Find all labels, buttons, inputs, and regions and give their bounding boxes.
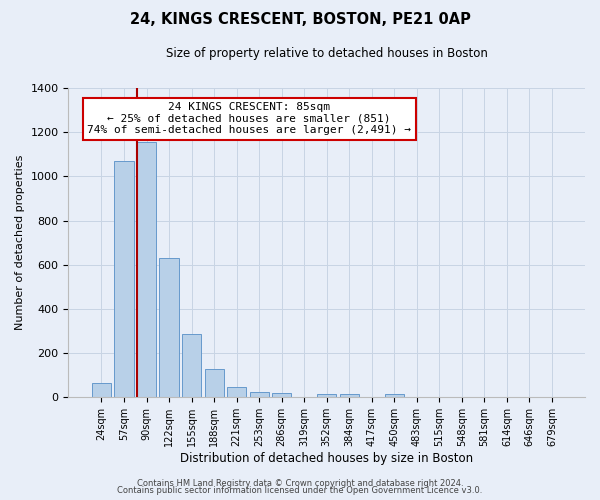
Bar [115,161,134,398]
Text: 24 KINGS CRESCENT: 85sqm
← 25% of detached houses are smaller (851)
74% of semi-: 24 KINGS CRESCENT: 85sqm ← 25% of detach… [87,102,411,135]
Bar [385,394,404,398]
Bar [137,142,156,398]
Text: Contains HM Land Registry data © Crown copyright and database right 2024.: Contains HM Land Registry data © Crown c… [137,478,463,488]
Bar [340,394,359,398]
Bar [227,386,246,398]
Bar [317,394,336,398]
Text: 24, KINGS CRESCENT, BOSTON, PE21 0AP: 24, KINGS CRESCENT, BOSTON, PE21 0AP [130,12,470,28]
Bar [272,394,291,398]
X-axis label: Distribution of detached houses by size in Boston: Distribution of detached houses by size … [180,452,473,465]
Bar [182,334,201,398]
Bar [205,368,224,398]
Y-axis label: Number of detached properties: Number of detached properties [15,155,25,330]
Title: Size of property relative to detached houses in Boston: Size of property relative to detached ho… [166,48,488,60]
Bar [250,392,269,398]
Text: Contains public sector information licensed under the Open Government Licence v3: Contains public sector information licen… [118,486,482,495]
Bar [160,258,179,398]
Bar [92,383,111,398]
